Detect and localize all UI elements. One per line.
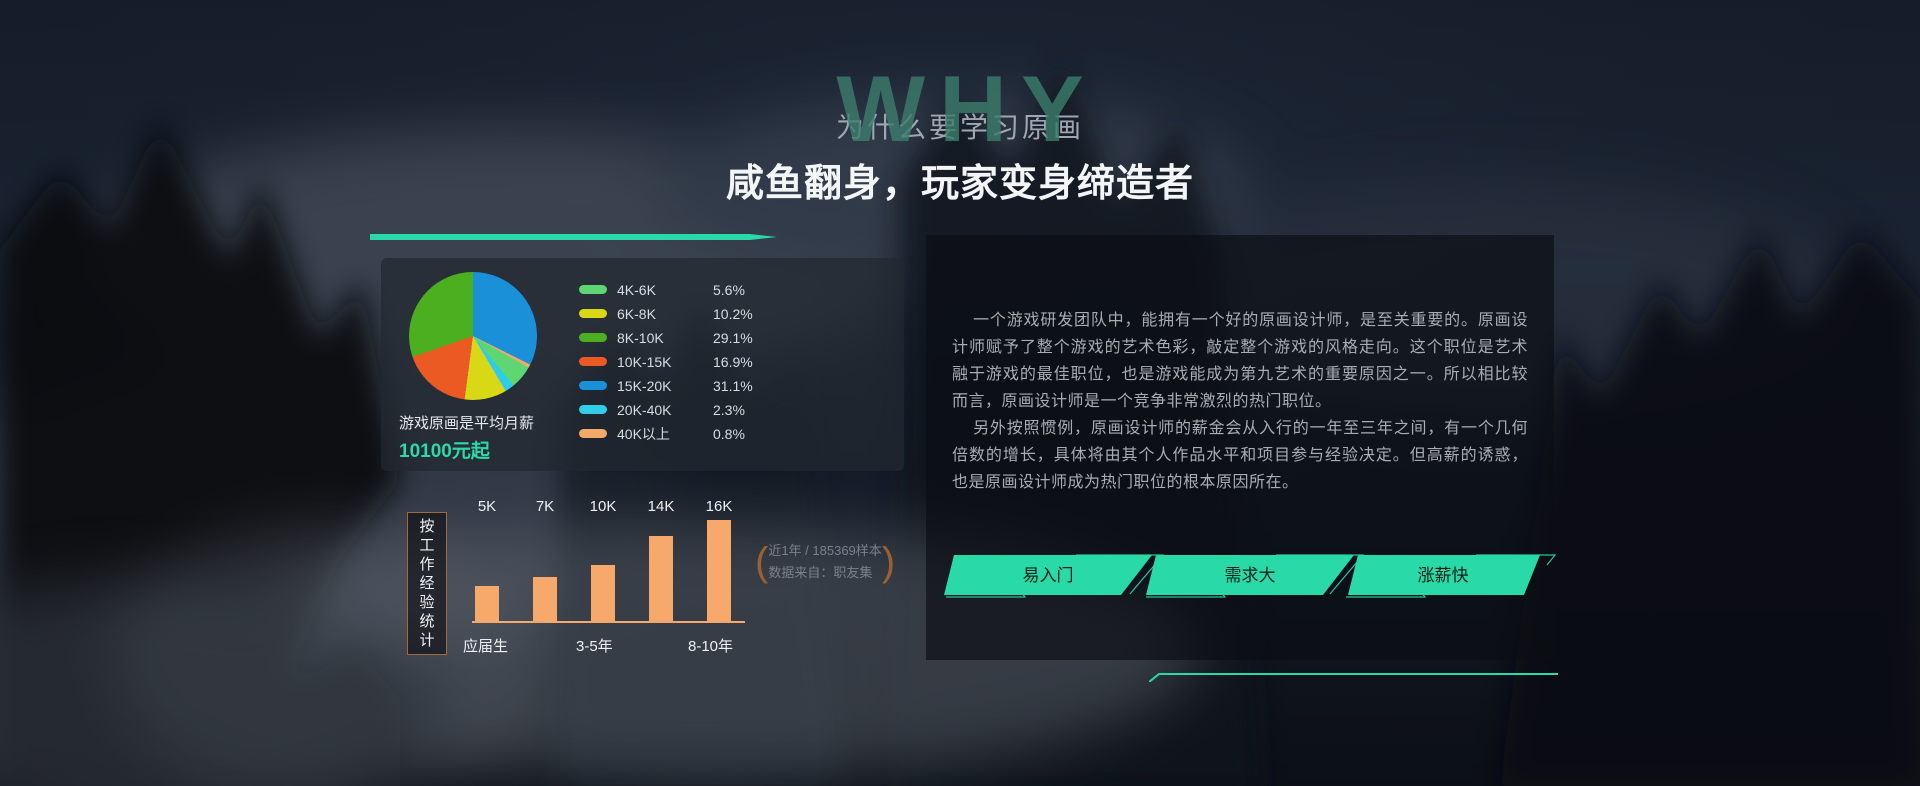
svg-text:易入门: 易入门 <box>1023 566 1074 585</box>
svg-text:需求大: 需求大 <box>1225 566 1276 585</box>
svg-text:涨薪快: 涨薪快 <box>1418 566 1469 585</box>
